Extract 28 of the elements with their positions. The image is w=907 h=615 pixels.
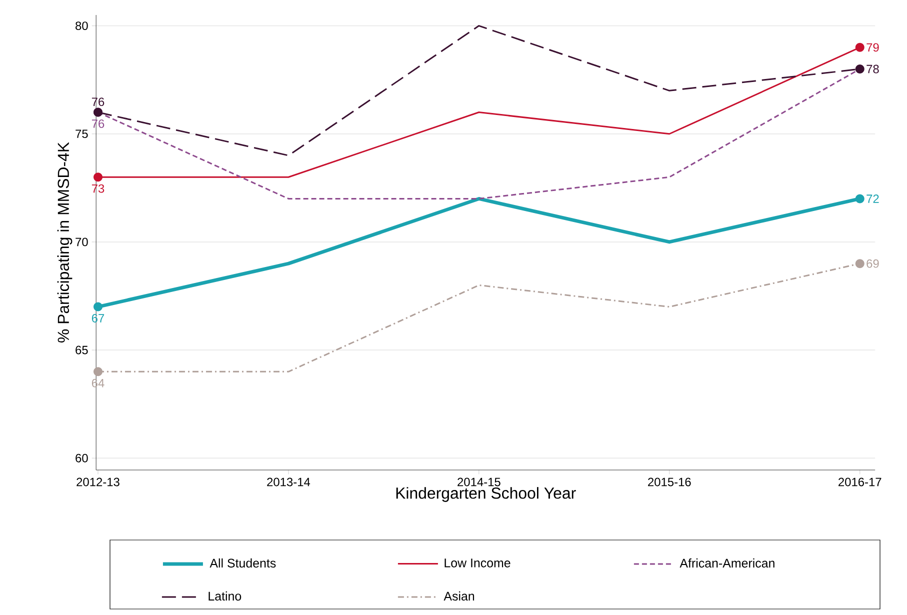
x-tick-label: 2013-14 [267, 478, 310, 486]
legend-label: Latino [208, 591, 242, 601]
x-axis-title: Kindergarten School Year [396, 487, 576, 502]
data-label: 69 [866, 259, 879, 268]
y-tick-label: 80 [76, 22, 88, 30]
point [94, 367, 102, 376]
data-label: 78 [866, 64, 879, 74]
y-axis-title: % Participating in MMSD-4K [57, 142, 72, 342]
point [94, 172, 102, 182]
point [855, 194, 864, 204]
x-tick-label: 2016-17 [838, 478, 882, 486]
legend-label: Low Income [444, 558, 510, 568]
data-label: 79 [866, 43, 879, 52]
x-tick-label: 2014-15 [458, 478, 500, 486]
legend-label: Asian [444, 591, 474, 601]
y-tick-label: 65 [76, 346, 88, 354]
x-tick-label: 2015-16 [648, 478, 691, 486]
point [855, 259, 864, 268]
point [855, 42, 864, 52]
legend-label: All Students [210, 558, 276, 568]
y-tick-label: 75 [76, 130, 88, 138]
legend-label: African-American [680, 558, 774, 568]
x-tick-label: 2012-13 [76, 478, 120, 486]
y-tick-label: 60 [76, 454, 88, 462]
point [94, 302, 102, 312]
data-label: 72 [866, 194, 879, 203]
y-tick-label: 70 [76, 238, 88, 246]
point [855, 64, 864, 74]
